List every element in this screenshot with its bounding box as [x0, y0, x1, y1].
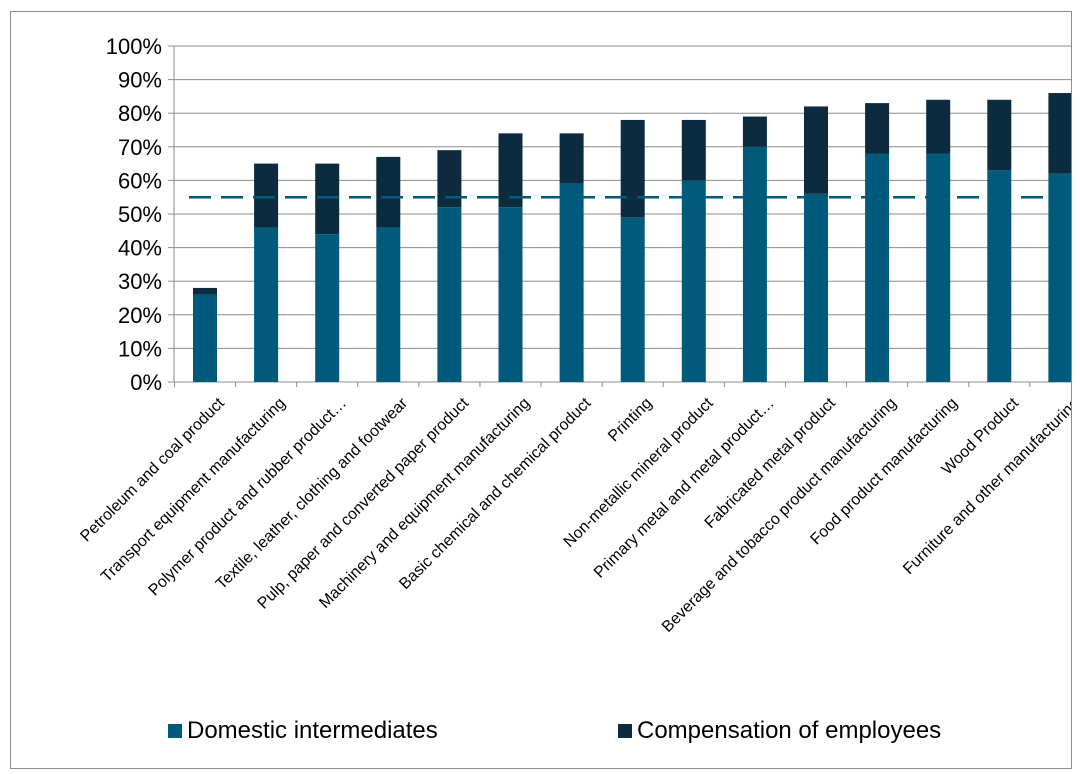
bar-domestic-intermediates: [926, 153, 951, 382]
bar-compensation-of-employees: [742, 116, 767, 147]
bar-domestic-intermediates: [254, 227, 279, 382]
bar-domestic-intermediates: [865, 153, 890, 382]
bar-compensation-of-employees: [498, 133, 523, 208]
bar-domestic-intermediates: [437, 207, 462, 382]
legend-swatch: [168, 724, 182, 738]
y-tick-label: 100%: [106, 34, 162, 59]
bar-compensation-of-employees: [315, 163, 340, 235]
bar-compensation-of-employees: [376, 156, 401, 228]
bar-compensation-of-employees: [987, 99, 1012, 171]
bar-compensation-of-employees: [1048, 93, 1071, 174]
y-tick-label: 90%: [118, 68, 162, 93]
bar-compensation-of-employees: [437, 150, 462, 208]
bar-domestic-intermediates: [193, 294, 217, 382]
bar-domestic-intermediates: [376, 227, 401, 382]
bar-domestic-intermediates: [804, 193, 828, 382]
bar-domestic-intermediates: [742, 146, 767, 382]
x-category-label: Machinery and equipment manufacturing: [316, 395, 533, 612]
x-category-label: Beverage and tobacco product manufacturi…: [659, 395, 900, 636]
bar-domestic-intermediates: [987, 170, 1012, 382]
bar-compensation-of-employees: [559, 133, 584, 184]
y-tick-label: 30%: [118, 269, 162, 294]
legend-label: Compensation of employees: [637, 717, 941, 744]
bar-compensation-of-employees: [804, 106, 828, 194]
chart-svg: 0%10%20%30%40%50%60%70%80%90%100%Petrole…: [77, 34, 1071, 744]
y-tick-label: 10%: [118, 336, 162, 361]
bar-compensation-of-employees: [681, 119, 706, 181]
x-category-label: Pulp, paper and converted paper product: [255, 394, 473, 612]
bar-domestic-intermediates: [620, 217, 645, 382]
x-category-label: Printing: [605, 395, 655, 445]
bar-domestic-intermediates: [559, 183, 584, 382]
bar-domestic-intermediates: [315, 234, 340, 382]
bar-domestic-intermediates: [681, 180, 706, 382]
chart-frame: 0% 10% 20% 30% 40% 50% 60% 70% 80% 90% 100% Petrole…: [10, 11, 1072, 769]
y-tick-label: 0%: [130, 370, 162, 395]
bar-compensation-of-employees: [926, 99, 951, 154]
bar-domestic-intermediates: [498, 207, 523, 382]
y-tick-label: 80%: [118, 101, 162, 126]
bar-domestic-intermediates: [1048, 173, 1071, 382]
bar-compensation-of-employees: [620, 119, 645, 218]
y-tick-label: 70%: [118, 135, 162, 160]
bar-compensation-of-employees: [193, 287, 217, 295]
bar-compensation-of-employees: [865, 103, 890, 154]
y-tick-label: 60%: [118, 168, 162, 193]
legend-label: Domestic intermediates: [187, 717, 438, 744]
y-tick-label: 40%: [118, 236, 162, 261]
legend-swatch: [618, 724, 632, 738]
y-tick-label: 50%: [118, 202, 162, 227]
y-tick-label: 20%: [118, 303, 162, 328]
bar-compensation-of-employees: [254, 163, 279, 228]
